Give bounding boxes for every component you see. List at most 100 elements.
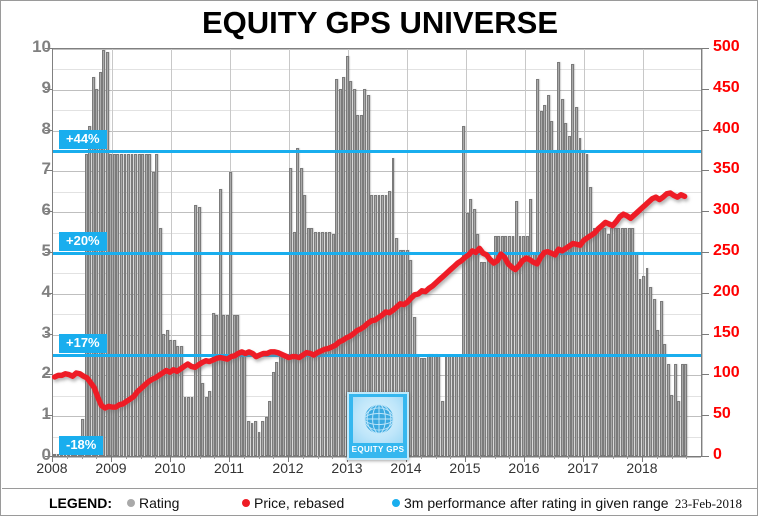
y2-tick [701, 456, 709, 457]
gridline-h [53, 191, 701, 193]
y-tick-label: 9 [41, 77, 51, 97]
x-tick-minor [420, 456, 422, 459]
bar [663, 343, 667, 456]
bar [642, 276, 645, 456]
bar [617, 227, 621, 456]
bar [321, 231, 324, 456]
legend-item: Price, rebased [242, 495, 344, 511]
x-tick-minor [479, 456, 481, 459]
x-tick-minor [66, 456, 68, 459]
x-tick [465, 456, 466, 462]
bar [613, 227, 617, 456]
legend-bar: LEGEND: Rating Price, rebased 3m performan… [2, 488, 757, 515]
bar [134, 154, 138, 456]
bar [684, 364, 688, 456]
x-tick [583, 456, 584, 462]
x-tick-label: 2017 [567, 460, 599, 476]
bar [229, 172, 233, 456]
line-series-price [51, 190, 688, 411]
y-tick [45, 333, 53, 335]
bar [204, 396, 208, 456]
bar [409, 260, 413, 456]
bar [310, 227, 314, 456]
y2-tick-label: 50 [713, 405, 731, 423]
y-tick [45, 374, 53, 376]
bar [557, 62, 561, 456]
bar [303, 194, 307, 456]
annotation-label: -18% [59, 436, 104, 455]
x-tick [524, 456, 525, 462]
x-tick-minor [568, 456, 570, 459]
bar [250, 423, 254, 456]
bar [338, 88, 342, 456]
chart-title: EQUITY GPS UNIVERSE [201, 5, 558, 40]
x-tick-minor [553, 456, 555, 459]
x-tick-minor [435, 456, 437, 459]
legend-marker-price [242, 499, 250, 507]
y-tick-label: 7 [41, 159, 51, 179]
x-tick-minor [538, 456, 540, 459]
bar [187, 396, 190, 456]
bar [197, 207, 201, 456]
y-tick [45, 129, 53, 131]
bar [603, 227, 607, 456]
y2-tick-label: 450 [713, 78, 740, 96]
y2-tick-label: 500 [713, 38, 740, 55]
annotation-label: +17% [59, 334, 107, 353]
x-tick-minor [627, 456, 629, 459]
x-tick-minor [494, 456, 496, 459]
x-tick-minor [243, 456, 245, 459]
bar [546, 94, 550, 456]
bar [314, 231, 317, 456]
x-tick-minor [184, 456, 186, 459]
bar [627, 227, 631, 456]
y-tick [45, 456, 53, 457]
bar [631, 227, 635, 456]
legend-date: 23-Feb-2018 [674, 496, 742, 511]
bar [620, 227, 624, 456]
x-tick-label: 2016 [508, 460, 540, 476]
x-tick [170, 456, 171, 462]
bar [112, 154, 116, 456]
bar [56, 453, 60, 456]
y2-tick-label: 100 [713, 364, 740, 382]
legend-item-label: Price, rebased [254, 495, 345, 511]
bar [638, 278, 642, 456]
gridline-h [53, 293, 701, 295]
bar [127, 154, 130, 456]
y2-tick-label: 250 [713, 242, 740, 259]
gridline-h [53, 130, 701, 132]
bar [292, 231, 296, 456]
bar [645, 268, 649, 456]
bar [543, 105, 547, 456]
legend-label: LEGEND: [49, 495, 112, 511]
bar [169, 339, 173, 456]
x-tick-label: 2011 [213, 460, 245, 476]
bar [264, 417, 268, 456]
x-tick-minor [155, 456, 157, 459]
bar [225, 315, 229, 456]
bar [462, 125, 466, 456]
x-tick-label: 2012 [272, 460, 304, 476]
x-tick-minor [317, 456, 319, 459]
y-tick [45, 415, 53, 417]
legend-item: Rating [127, 495, 179, 511]
gridline-h [53, 334, 701, 336]
bar [560, 99, 564, 456]
y-tick-label: 8 [41, 118, 51, 138]
bar [578, 137, 582, 456]
bar [465, 213, 469, 456]
y2-tick [701, 48, 709, 49]
bar [624, 227, 628, 456]
x-tick-minor [140, 456, 142, 459]
logo-background [353, 397, 403, 443]
bar [257, 431, 261, 456]
y-tick [45, 211, 53, 213]
bar [176, 345, 180, 456]
x-tick-label: 2013 [331, 460, 363, 476]
annotation-label: +20% [59, 232, 107, 251]
y2-tick-label: 350 [713, 160, 740, 178]
y2-tick [701, 252, 709, 253]
x-tick-minor [125, 456, 127, 459]
